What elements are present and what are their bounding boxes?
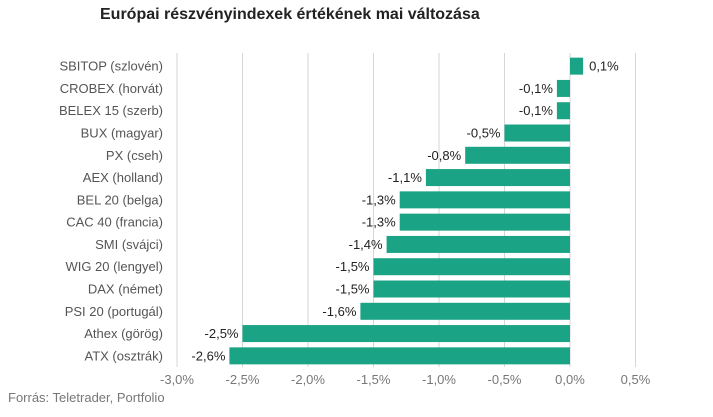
bar <box>229 347 570 365</box>
x-tick-label: -1,5% <box>357 372 391 387</box>
x-tick-label: 0,0% <box>555 372 585 387</box>
category-label: SBITOP (szlovén) <box>59 59 163 74</box>
value-label: -1,3% <box>362 192 396 207</box>
bar <box>242 325 570 343</box>
category-label: CAC 40 (francia) <box>66 215 163 230</box>
category-label: Athex (görög) <box>84 326 163 341</box>
bars <box>229 57 584 365</box>
category-label: ATX (osztrák) <box>85 348 164 363</box>
bar <box>556 79 570 97</box>
x-tick-label: -2,5% <box>226 372 260 387</box>
category-label: SMI (svájci) <box>95 237 163 252</box>
bar <box>425 169 570 187</box>
chart-title: Európai részvényindexek értékének mai vá… <box>100 6 480 23</box>
category-label: BELEX 15 (szerb) <box>59 103 163 118</box>
category-label: BUX (magyar) <box>81 126 163 141</box>
bar <box>504 124 570 142</box>
category-label: AEX (holland) <box>83 170 163 185</box>
bar <box>465 146 570 164</box>
bar <box>399 191 570 209</box>
x-tick-label: -2,0% <box>291 372 325 387</box>
value-label: -2,5% <box>205 326 239 341</box>
x-tick-label: 0,5% <box>621 372 651 387</box>
x-tick-label: -1,0% <box>422 372 456 387</box>
value-label: -0,5% <box>467 126 501 141</box>
x-tick-label: -3,0% <box>160 372 194 387</box>
value-label: -1,6% <box>322 304 356 319</box>
grid-lines <box>176 53 636 367</box>
category-label: CROBEX (horvát) <box>60 81 163 96</box>
x-tick-label: -0,5% <box>488 372 522 387</box>
bar <box>360 302 570 320</box>
value-label: -1,1% <box>388 170 422 185</box>
category-label: WIG 20 (lengyel) <box>65 259 163 274</box>
source-note: Forrás: Teletrader, Portfolio <box>8 390 165 405</box>
category-label: DAX (német) <box>88 282 163 297</box>
value-label: -0,1% <box>519 81 553 96</box>
value-label: -1,3% <box>362 215 396 230</box>
value-label: -0,1% <box>519 103 553 118</box>
bar <box>399 213 570 231</box>
bar <box>373 280 570 298</box>
category-label: PSI 20 (portugál) <box>65 304 163 319</box>
bar <box>570 57 584 75</box>
value-label: -1,5% <box>336 259 370 274</box>
category-label: PX (cseh) <box>106 148 163 163</box>
value-label: 0,1% <box>589 59 619 74</box>
category-label: BEL 20 (belga) <box>77 192 163 207</box>
labels: -3,0% -2,5% -2,0% -1,5% -1,0% -0,5% 0,0% 0,5% SB… <box>59 59 651 387</box>
value-label: -2,6% <box>191 348 225 363</box>
value-label: -1,5% <box>336 282 370 297</box>
bar <box>556 102 570 120</box>
value-label: -0,8% <box>427 148 461 163</box>
value-label: -1,4% <box>349 237 383 252</box>
bar <box>386 235 570 253</box>
bar <box>373 258 570 276</box>
